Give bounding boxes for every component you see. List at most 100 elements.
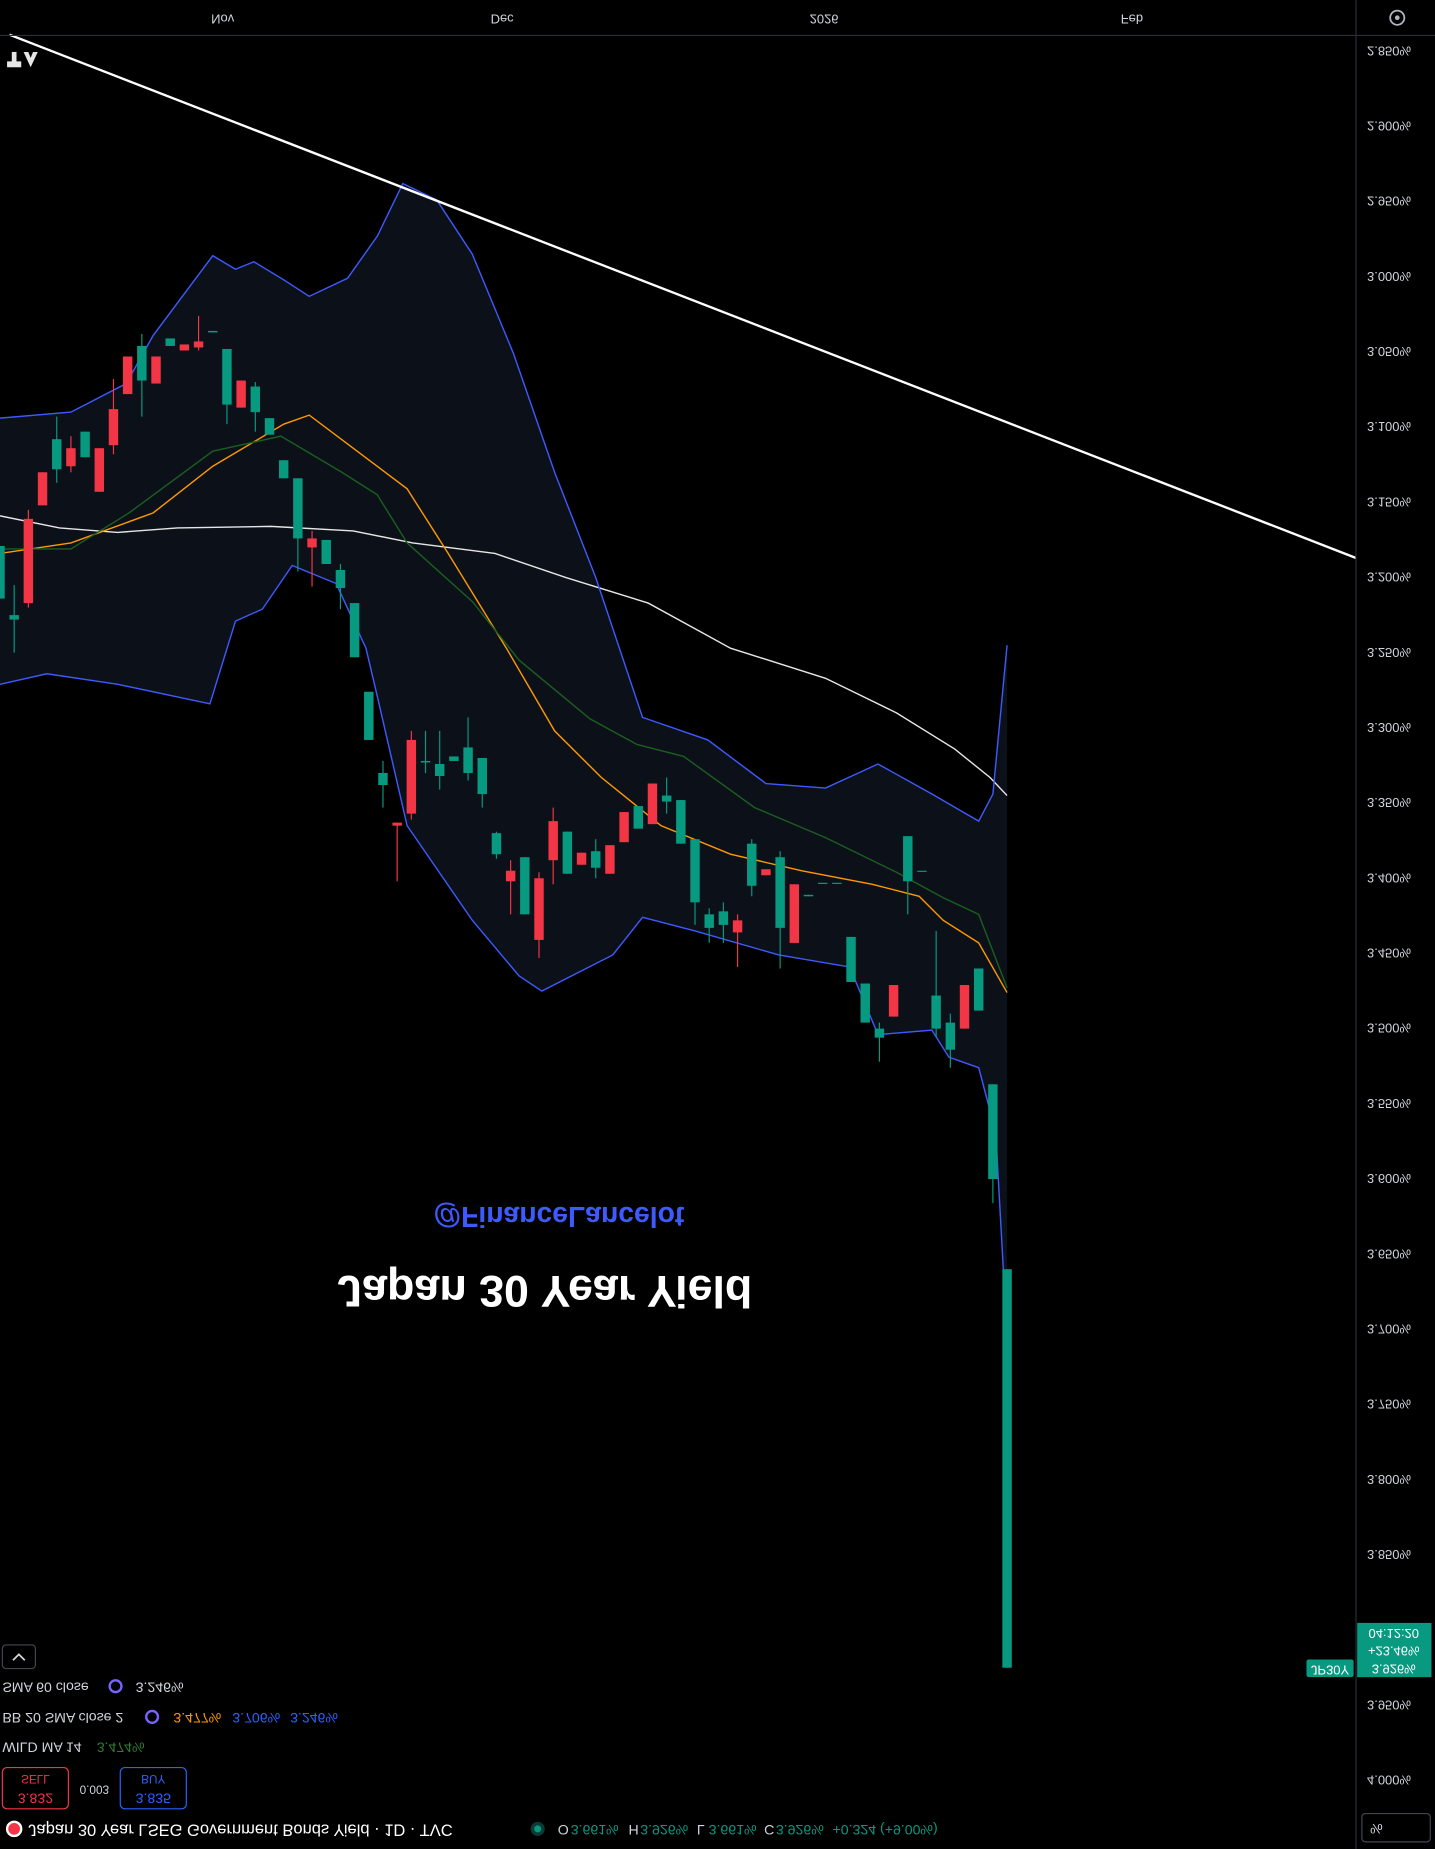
ohlc-value: 3.661% <box>709 1822 757 1838</box>
indicator-line <box>0 564 1008 1337</box>
collapse-button[interactable] <box>1 1644 36 1670</box>
y-tick-label: 3.450% <box>1367 946 1411 961</box>
settings-button[interactable] <box>1389 9 1406 26</box>
y-tick-label: 4.000% <box>1367 1773 1411 1788</box>
buy-label: BUY <box>141 1772 165 1785</box>
y-tick-label: 2.950% <box>1367 194 1411 209</box>
collapse-icon <box>12 1653 26 1661</box>
buy-price: 3.835 <box>136 1790 171 1806</box>
y-tick-label: 3.850% <box>1367 1547 1411 1562</box>
candle-body <box>420 760 431 763</box>
candle-body <box>151 356 161 384</box>
candle-body <box>264 418 275 435</box>
ohlc-value: 3.661% <box>571 1822 619 1838</box>
y-tick-label: 3.800% <box>1367 1472 1411 1487</box>
candle-body <box>122 356 133 395</box>
y-tick-label: 3.750% <box>1367 1397 1411 1412</box>
candle-body <box>208 330 218 333</box>
candle-body <box>137 345 147 381</box>
legend-name: BB 20 SMA close 2 <box>2 1710 123 1726</box>
candle-body <box>9 615 19 620</box>
candle-body <box>179 344 190 351</box>
y-tick-label: 3.700% <box>1367 1321 1411 1336</box>
y-tick-label: 3.150% <box>1367 494 1411 509</box>
candle-body <box>434 763 445 777</box>
candle-body <box>931 995 941 1029</box>
symbol-label-box <box>1306 1659 1354 1678</box>
candle-body <box>534 878 544 940</box>
candle-body <box>520 857 530 915</box>
candle-body <box>193 341 204 348</box>
ohlc-change: +0.324 (+9.00%) <box>832 1822 937 1838</box>
candle-body <box>23 518 34 604</box>
y-tick-label: 3.400% <box>1367 870 1411 885</box>
ohlc-key: O <box>558 1822 569 1838</box>
candle-body <box>293 478 303 539</box>
candle-body <box>406 739 417 814</box>
candle-body <box>817 882 828 884</box>
legend-value: 3.706% <box>232 1710 280 1726</box>
price-label: 3.926% <box>1372 1661 1416 1676</box>
indicator-line <box>0 435 1008 989</box>
candle-body <box>661 795 672 802</box>
ohlc-key: H <box>628 1822 638 1838</box>
candle-body <box>165 338 175 346</box>
candle-body <box>562 831 573 874</box>
legend-value: 3.246% <box>290 1710 338 1726</box>
legend-icon <box>145 1709 160 1724</box>
candle-body <box>775 857 785 928</box>
candle-body <box>364 691 374 740</box>
y-tick-label: 2.900% <box>1367 118 1411 133</box>
legend-icon <box>108 1679 123 1694</box>
candle-body <box>945 1022 956 1050</box>
candle-body <box>591 851 601 868</box>
candle-body <box>222 348 232 405</box>
candle-body <box>605 845 615 874</box>
candle-body <box>860 983 870 1023</box>
candle-body <box>392 822 402 826</box>
buy-button[interactable] <box>119 1766 187 1810</box>
candle-body <box>647 783 658 825</box>
legend-name: SMA 60 close <box>2 1679 89 1695</box>
watermark-title: Japan 30 Year Yield <box>337 1266 752 1316</box>
y-tick-label: 3.200% <box>1367 570 1411 585</box>
y-tick-label: 3.100% <box>1367 419 1411 434</box>
symbol-label: JP30Y <box>1311 1662 1350 1677</box>
unit-label: % <box>1370 1821 1383 1837</box>
candle-body <box>576 852 587 865</box>
candle-body <box>732 920 743 933</box>
candle-body <box>704 914 714 928</box>
unit-button[interactable] <box>1361 1812 1431 1843</box>
market-status-dot <box>534 1825 542 1833</box>
candle-body <box>690 839 700 903</box>
candle-body <box>973 968 984 1011</box>
candle-body <box>236 380 246 408</box>
candle-body <box>37 472 48 506</box>
legend-value: 3.474% <box>97 1740 145 1756</box>
sell-button[interactable] <box>1 1766 69 1810</box>
ohlc-value: 3.926% <box>776 1822 824 1838</box>
price-countdown: 04:12:20 <box>1368 1626 1418 1641</box>
candle-body <box>874 1028 885 1038</box>
candle-body <box>747 843 757 886</box>
candle-body <box>619 812 629 843</box>
symbol-dot <box>5 1820 23 1838</box>
candle-body <box>548 821 558 861</box>
candle-body <box>321 539 331 564</box>
candle-body <box>307 538 317 548</box>
chart-title: Japan 30 Year LSEG Government Bonds Yiel… <box>28 1821 452 1839</box>
sell-price: 3.832 <box>18 1790 53 1806</box>
candle-body <box>803 894 814 897</box>
candle-body <box>335 570 346 589</box>
candle-body <box>349 603 360 658</box>
candle-body <box>888 985 899 1017</box>
candle-body <box>633 806 644 829</box>
candle-body <box>718 911 729 925</box>
candle-body <box>278 460 289 479</box>
y-tick-label: 3.300% <box>1367 720 1411 735</box>
candle-body <box>1002 1269 1012 1668</box>
y-tick-label: 3.350% <box>1367 795 1411 810</box>
x-tick-label: Dec <box>491 11 515 26</box>
y-tick-label: 3.050% <box>1367 344 1411 359</box>
